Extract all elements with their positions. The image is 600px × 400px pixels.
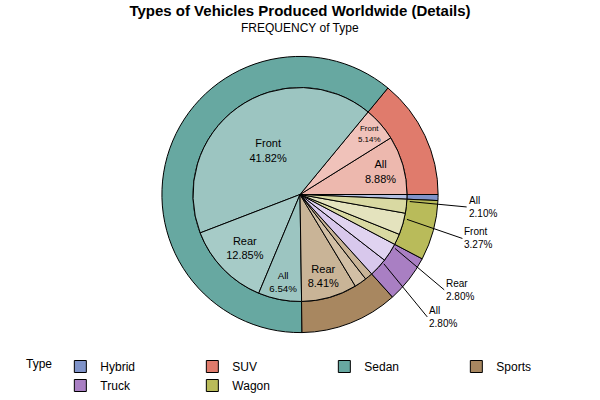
svg-text:Types of Vehicles Produced Wor: Types of Vehicles Produced Worldwide (De…: [129, 2, 470, 19]
svg-text:Rear12.85%: Rear12.85%: [226, 235, 264, 261]
svg-text:Sedan: Sedan: [364, 360, 399, 374]
svg-text:All6.54%: All6.54%: [269, 270, 297, 294]
svg-text:Front5.14%: Front5.14%: [358, 124, 381, 143]
svg-text:Front41.82%: Front41.82%: [249, 137, 287, 163]
svg-text:All2.80%: All2.80%: [429, 305, 457, 329]
svg-text:All8.88%: All8.88%: [365, 158, 396, 184]
svg-text:Hybrid: Hybrid: [100, 360, 135, 374]
svg-text:Wagon: Wagon: [232, 379, 270, 393]
svg-text:Rear2.80%: Rear2.80%: [446, 278, 474, 302]
svg-text:Sports: Sports: [496, 360, 531, 374]
svg-text:All2.10%: All2.10%: [469, 195, 497, 219]
svg-text:Type: Type: [26, 357, 52, 371]
svg-text:FREQUENCY of Type: FREQUENCY of Type: [241, 21, 359, 35]
svg-text:Front3.27%: Front3.27%: [464, 226, 492, 250]
svg-text:SUV: SUV: [232, 360, 257, 374]
svg-text:Truck: Truck: [100, 379, 131, 393]
svg-text:Rear8.41%: Rear8.41%: [308, 263, 339, 289]
